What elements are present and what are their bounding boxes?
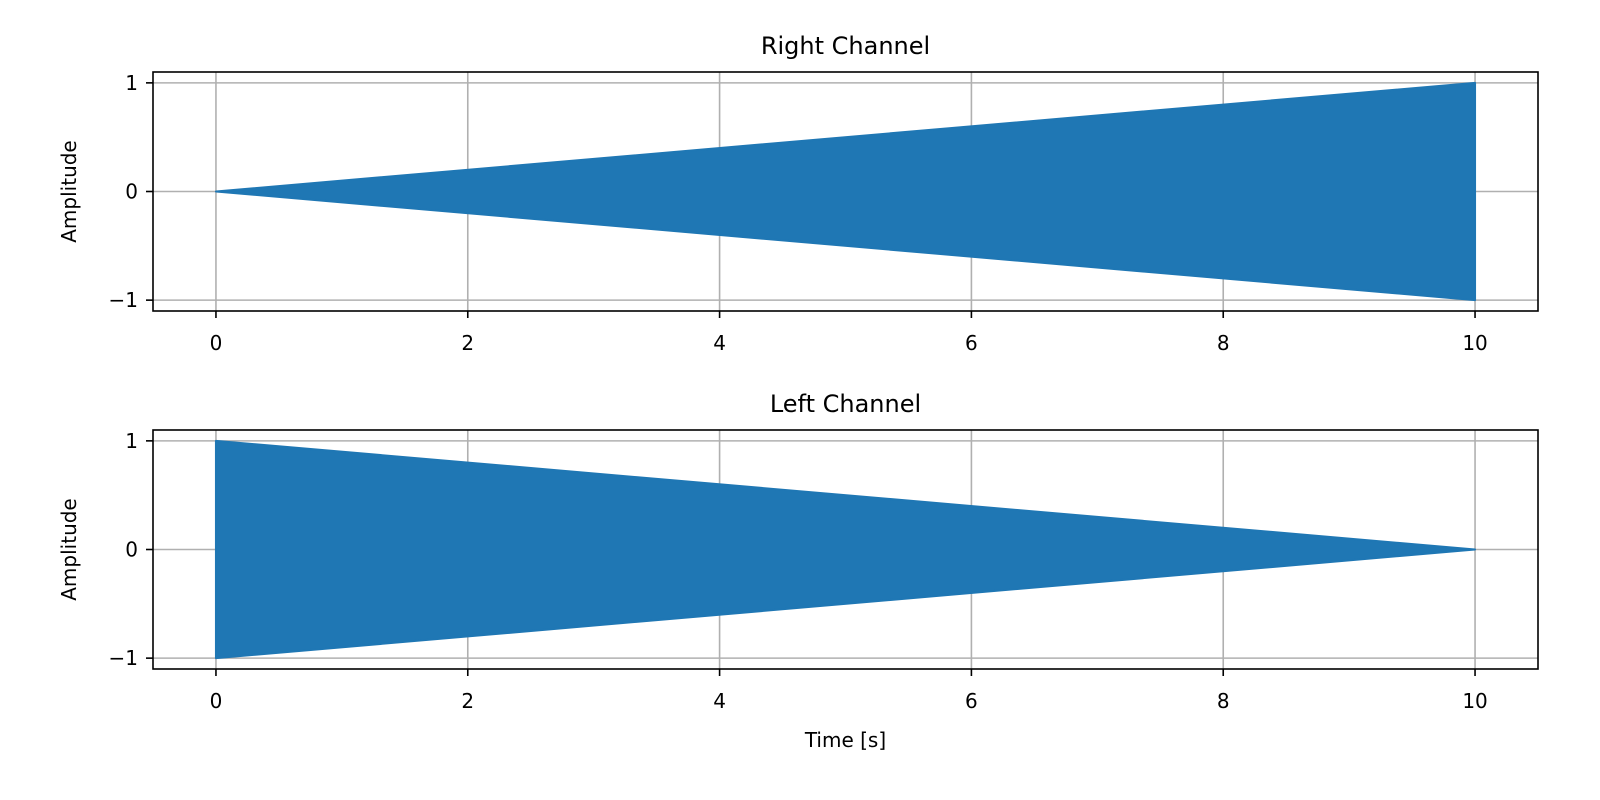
x-tick-label: 4 <box>713 689 726 713</box>
x-tick-label: 4 <box>713 331 726 355</box>
y-tick-label: 1 <box>125 429 138 453</box>
y-tick-label: 0 <box>125 538 138 562</box>
waveform-series <box>214 81 1477 302</box>
waveform-layer <box>214 81 1477 302</box>
x-tick-label: 8 <box>1217 331 1230 355</box>
x-tick-label: 6 <box>965 689 978 713</box>
y-axis-label: Amplitude <box>57 140 81 243</box>
waveform-series <box>214 439 1477 660</box>
waveform-layer <box>214 439 1477 660</box>
y-tick-label: 0 <box>125 180 138 204</box>
y-tick-label: −1 <box>109 646 138 670</box>
x-tick-label: 0 <box>210 331 223 355</box>
x-tick-label: 10 <box>1462 689 1487 713</box>
subplot-title: Left Channel <box>770 390 921 418</box>
x-tick-label: 0 <box>210 689 223 713</box>
y-tick-label: 1 <box>125 71 138 95</box>
x-tick-label: 8 <box>1217 689 1230 713</box>
right-channel-subplot: 0 2 4 6 8 10 −1 0 1 Right Channel Amplitude <box>57 32 1539 355</box>
subplot-title: Right Channel <box>761 32 930 60</box>
left-channel-subplot: 0 2 4 6 8 10 −1 0 1 Left Channel Amplitude Time … <box>57 390 1539 752</box>
x-tick-label: 6 <box>965 331 978 355</box>
tick-marks: 0 2 4 6 8 10 −1 0 1 <box>109 71 1488 355</box>
x-tick-label: 2 <box>461 331 474 355</box>
y-tick-label: −1 <box>109 288 138 312</box>
x-tick-label: 2 <box>461 689 474 713</box>
tick-marks: 0 2 4 6 8 10 −1 0 1 <box>109 429 1488 713</box>
y-axis-label: Amplitude <box>57 498 81 601</box>
x-tick-label: 10 <box>1462 331 1487 355</box>
x-axis-label: Time [s] <box>804 728 886 752</box>
